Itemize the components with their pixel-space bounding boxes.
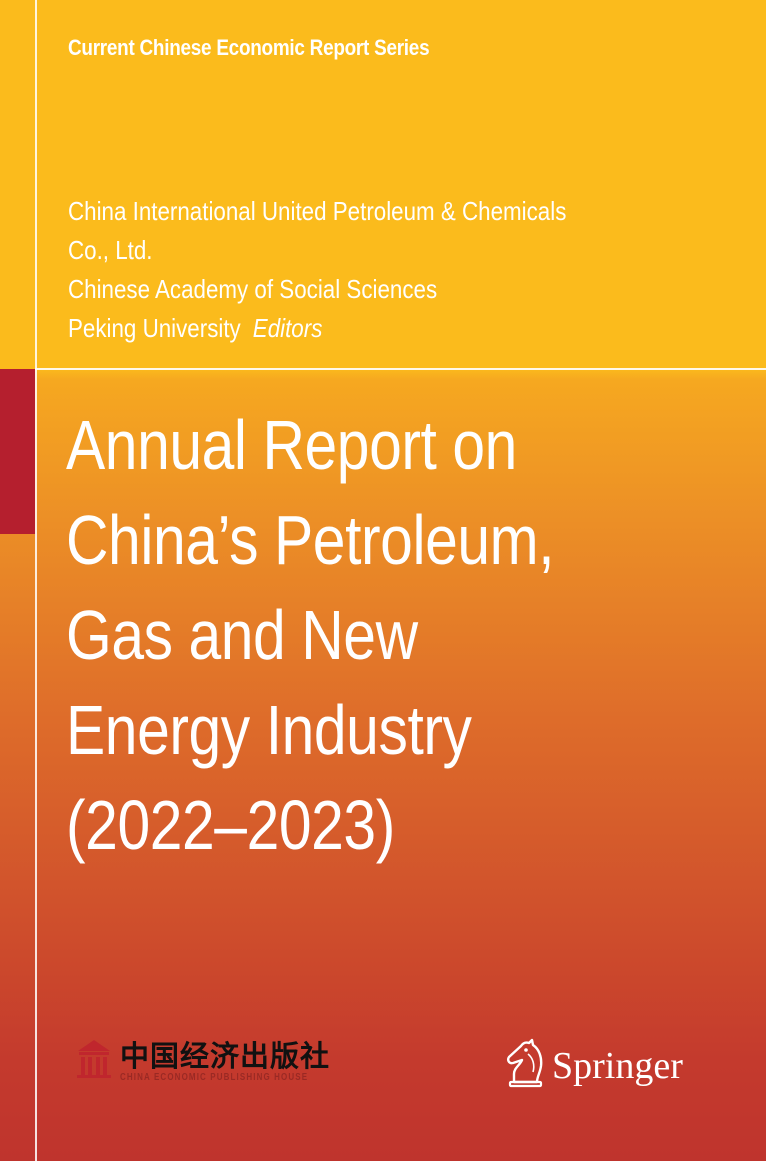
title-line-4: Energy Industry — [66, 691, 472, 769]
title-line-1: Annual Report on — [66, 406, 517, 484]
editors-block: China International United Petroleum & C… — [68, 192, 566, 348]
springer-wordmark: Springer — [552, 1045, 683, 1087]
horizontal-rule — [35, 368, 766, 370]
title-line-5: (2022–2023) — [66, 786, 395, 864]
accent-tab — [0, 369, 35, 534]
editor-line-2: Co., Ltd. — [68, 235, 153, 265]
editors-role: Editors — [252, 313, 323, 343]
chess-knight-icon — [507, 1038, 543, 1088]
publisher-chinese-name: 中国经济出版社 — [120, 1039, 331, 1073]
editor-line-1: China International United Petroleum & C… — [68, 196, 567, 226]
editor-line-4-text: Peking University — [68, 313, 241, 343]
gate-emblem-icon — [77, 1040, 111, 1078]
title-line-2: China’s Petroleum, — [66, 501, 555, 579]
vertical-rule — [35, 0, 37, 1161]
china-economic-publishing-logo: 中国经济出版社 CHINA ECONOMIC PUBLISHING HOUSE — [74, 1033, 374, 1085]
publisher-english-name: CHINA ECONOMIC PUBLISHING HOUSE — [120, 1072, 309, 1083]
editor-line-3: Chinese Academy of Social Sciences — [68, 274, 438, 304]
series-title: Current Chinese Economic Report Series — [68, 35, 430, 60]
editor-line-4: Peking University Editors — [68, 309, 566, 348]
title-line-3: Gas and New — [66, 596, 418, 674]
springer-logo: Springer — [502, 1038, 702, 1092]
book-title: Annual Report on China’s Petroleum, Gas … — [66, 398, 555, 873]
